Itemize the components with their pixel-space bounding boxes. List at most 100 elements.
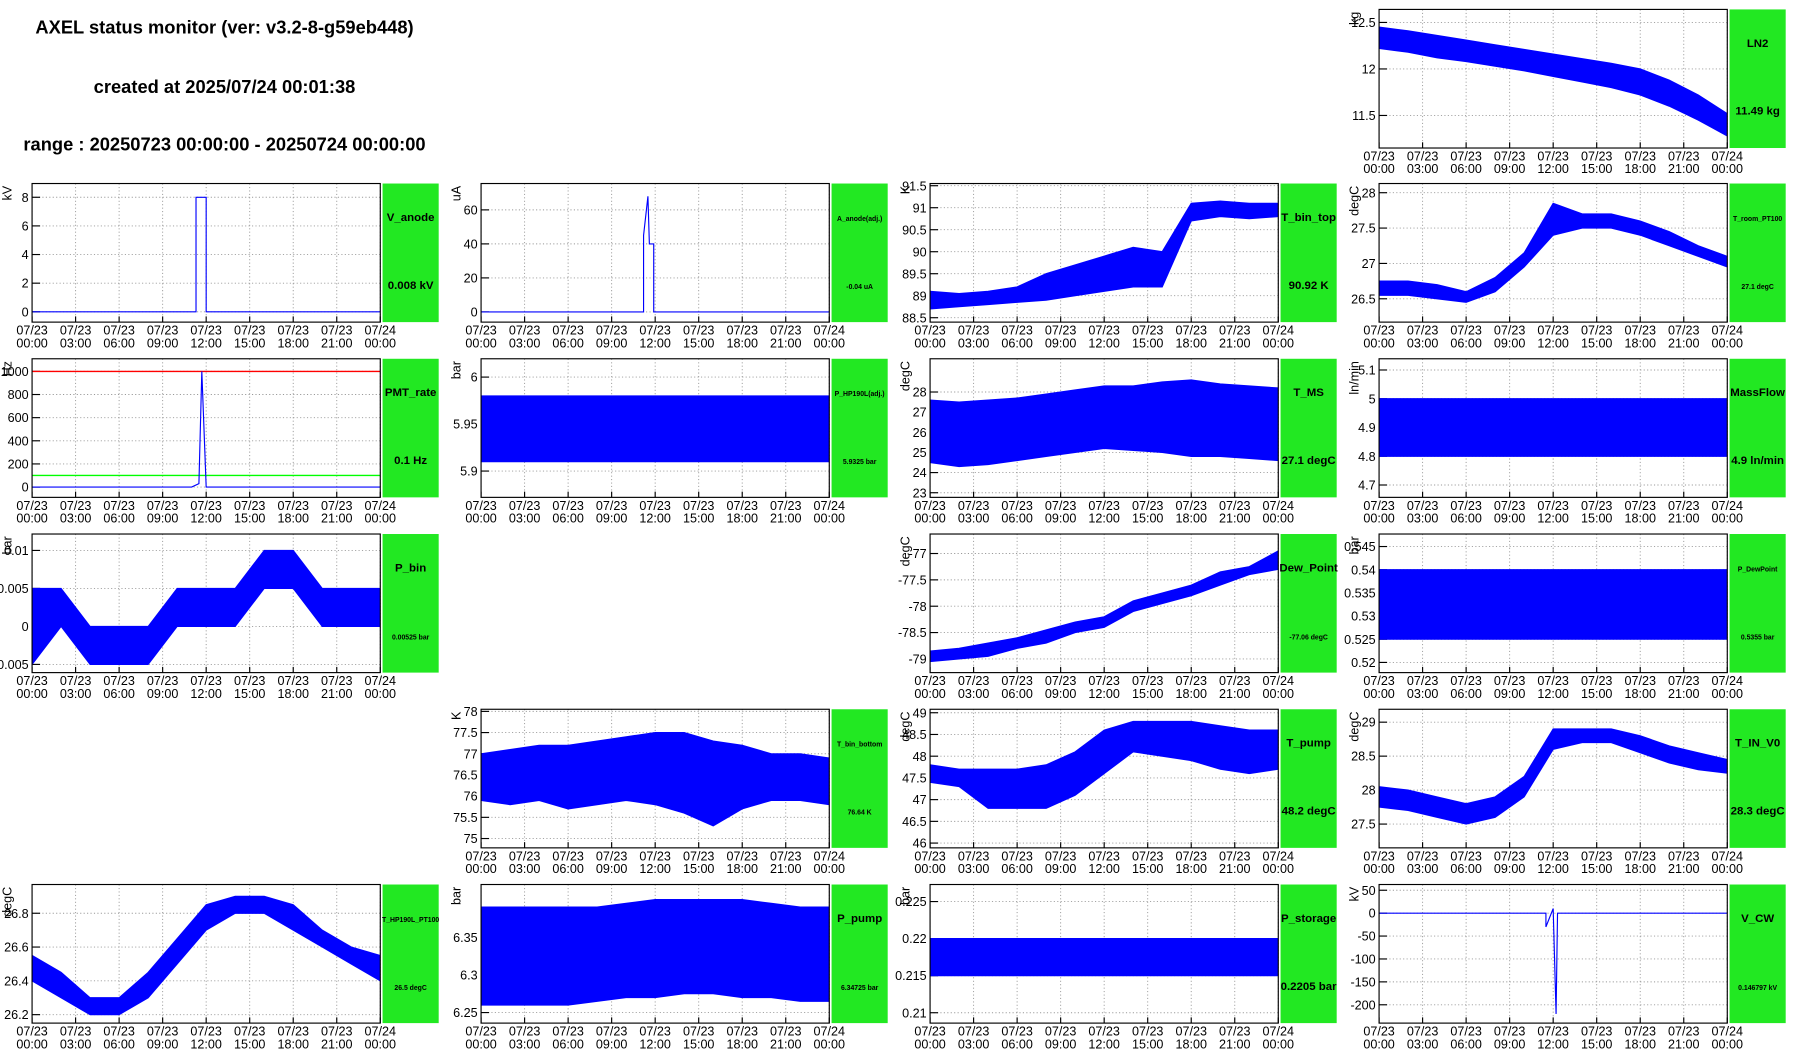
y-tick-label: 77.5 — [453, 726, 477, 740]
created-time: created at 2025/07/24 00:01:38 — [94, 76, 356, 97]
status-value: 5.9325 bar — [843, 459, 877, 466]
y-tick-label: 0.005 — [0, 582, 29, 596]
data-band — [930, 200, 1279, 310]
status-name: P_bin — [395, 562, 426, 574]
x-tick-label: 07/23 21:00 — [1668, 1025, 1699, 1052]
y-tick-label: 0.525 — [1344, 633, 1375, 647]
plot-frame — [480, 358, 830, 498]
x-tick-label: 07/23 00:00 — [914, 1025, 945, 1052]
y-axis-label: degC — [1347, 712, 1361, 742]
y-tick-label: 91 — [913, 201, 927, 215]
y-tick-label: 28.5 — [1351, 750, 1375, 764]
plot-frame — [929, 182, 1279, 323]
status-name: V_CW — [1741, 913, 1774, 925]
data-line — [1379, 908, 1728, 1014]
status-value: 90.92 K — [1289, 280, 1330, 292]
x-tick-label: 07/23 06:00 — [103, 1025, 134, 1052]
x-tick-label: 07/23 03:00 — [1407, 674, 1438, 701]
status-value: 4.9 ln/min — [1731, 455, 1784, 467]
status-name: V_anode — [387, 212, 435, 224]
x-tick-label: 07/23 09:00 — [596, 499, 627, 526]
status-name: T_IN_V0 — [1735, 738, 1780, 750]
plot-frame — [1378, 533, 1728, 674]
x-tick-label: 07/23 15:00 — [234, 1025, 265, 1052]
x-tick-label: 07/24 00:00 — [1263, 324, 1294, 351]
x-tick-label: 07/23 03:00 — [958, 849, 989, 876]
y-axis-label: bar — [898, 887, 912, 905]
x-tick-label: 07/24 00:00 — [365, 674, 396, 701]
status-name: T_pump — [1286, 738, 1330, 750]
panel: 07/23 00:00 07/23 03:00 07/23 06:00 07/23 09:00… — [1347, 8, 1786, 177]
y-tick-label: -78 — [908, 600, 926, 614]
y-tick-label: 0.545 — [1344, 540, 1375, 554]
y-tick-label: 40 — [464, 237, 478, 251]
status-name: Dew_Point — [1279, 562, 1338, 574]
status-value: 27.1 degC — [1282, 455, 1336, 467]
x-tick-label: 07/23 00:00 — [914, 849, 945, 876]
y-tick-label: 27 — [913, 406, 927, 420]
y-tick-label: 8 — [22, 191, 29, 205]
data-line — [481, 196, 830, 313]
x-tick-label: 07/23 15:00 — [683, 849, 714, 876]
x-tick-label: 07/23 03:00 — [1407, 499, 1438, 526]
x-tick-label: 07/23 09:00 — [1045, 674, 1076, 701]
x-tick-label: 07/23 09:00 — [1045, 499, 1076, 526]
x-tick-label: 07/23 12:00 — [190, 674, 221, 701]
x-tick-label: 07/23 15:00 — [1581, 849, 1612, 876]
status-value: -0.04 uA — [846, 284, 873, 291]
x-tick-label: 07/23 15:00 — [1132, 324, 1163, 351]
x-tick-label: 07/23 12:00 — [1537, 499, 1568, 526]
x-tick-label: 07/23 09:00 — [147, 1025, 178, 1052]
plot-frame — [1378, 8, 1728, 149]
x-tick-label: 07/23 15:00 — [1132, 1025, 1163, 1052]
status-box — [1729, 358, 1786, 498]
x-tick-label: 07/24 00:00 — [365, 324, 396, 351]
x-tick-label: 07/23 06:00 — [103, 674, 134, 701]
y-tick-label: 200 — [8, 458, 29, 472]
data-line — [32, 371, 381, 488]
panel: 07/23 00:00 07/23 03:00 07/23 06:00 07/23 09:00… — [898, 358, 1337, 526]
x-tick-label: 07/23 00:00 — [1363, 499, 1394, 526]
x-tick-label: 07/23 09:00 — [1045, 849, 1076, 876]
y-tick-label: -78.5 — [898, 626, 927, 640]
status-box — [382, 884, 439, 1024]
x-tick-label: 07/23 03:00 — [1407, 1025, 1438, 1052]
status-value: 0.1 Hz — [394, 455, 427, 467]
x-tick-label: 07/23 18:00 — [1624, 674, 1655, 701]
x-tick-label: 07/23 06:00 — [1450, 849, 1481, 876]
status-box — [1280, 884, 1337, 1024]
data-band — [32, 549, 381, 666]
x-tick-label: 07/23 12:00 — [1537, 849, 1568, 876]
y-tick-label: 77 — [464, 747, 478, 761]
x-tick-label: 07/23 06:00 — [1001, 1025, 1032, 1052]
x-tick-label: 07/23 12:00 — [1088, 499, 1119, 526]
x-tick-label: 07/23 21:00 — [770, 499, 801, 526]
panel: 07/23 00:00 07/23 03:00 07/23 06:00 07/23 09:00… — [0, 358, 439, 526]
status-name: P_DewPoint — [1738, 566, 1778, 573]
y-axis-label: degC — [898, 712, 912, 742]
y-axis-label: bar — [449, 361, 463, 379]
y-axis-label: bar — [1347, 536, 1361, 554]
y-axis-label: degC — [898, 536, 912, 566]
panel: 07/23 00:00 07/23 03:00 07/23 06:00 07/23 09:00… — [0, 883, 439, 1052]
status-box — [382, 183, 439, 323]
x-tick-label: 07/23 18:00 — [726, 499, 757, 526]
x-tick-label: 07/23 00:00 — [1363, 150, 1394, 177]
y-tick-label: -0.005 — [0, 658, 29, 672]
status-box — [1729, 534, 1786, 673]
y-tick-label: 28 — [913, 386, 927, 400]
y-tick-label: 89.5 — [902, 267, 926, 281]
y-tick-label: 28 — [1362, 186, 1376, 200]
x-tick-label: 07/23 18:00 — [277, 499, 308, 526]
y-tick-label: 4.7 — [1358, 479, 1376, 493]
y-axis-label: degC — [898, 361, 912, 391]
y-tick-label: 2 — [22, 277, 29, 291]
x-tick-label: 07/23 15:00 — [1581, 499, 1612, 526]
y-axis-label: bar — [449, 887, 463, 905]
x-tick-label: 07/23 00:00 — [1363, 324, 1394, 351]
x-tick-label: 07/23 21:00 — [1219, 499, 1250, 526]
data-band — [930, 720, 1279, 809]
y-tick-label: 46.5 — [902, 815, 926, 829]
plot-frame — [1378, 182, 1728, 323]
data-band — [930, 550, 1279, 663]
